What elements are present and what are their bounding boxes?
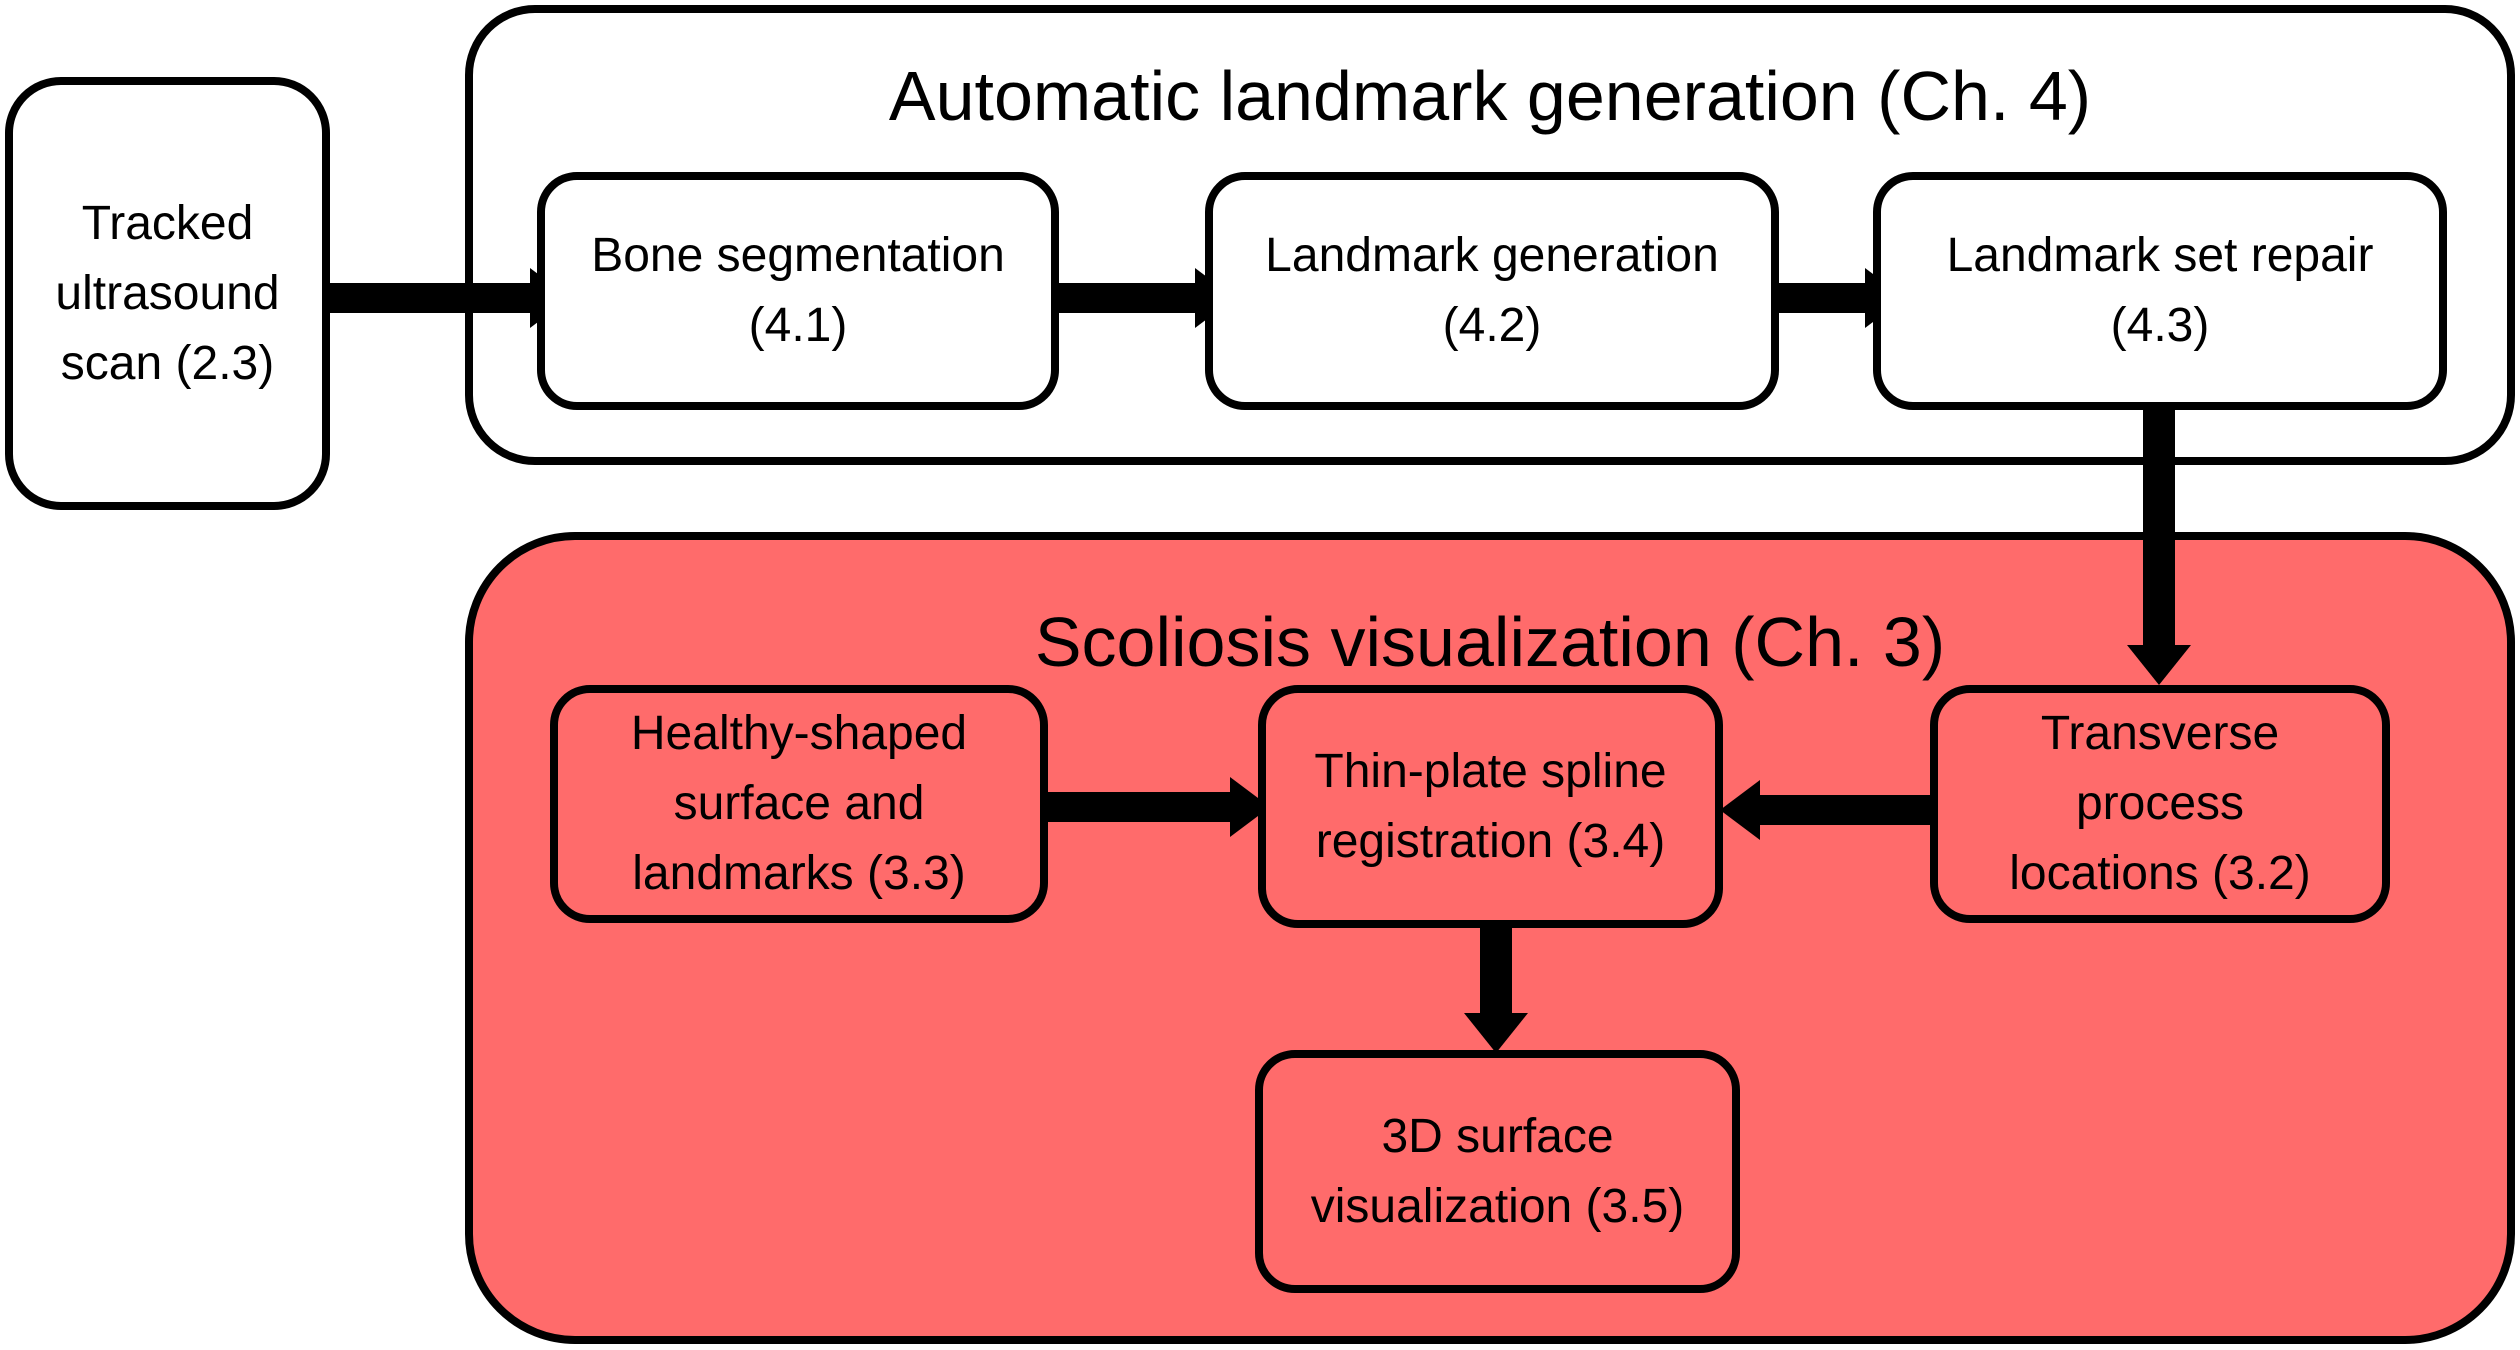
- node-tracked-ultrasound-scan: Tracked ultrasound scan (2.3): [5, 77, 330, 510]
- node-landmark-set-repair: Landmark set repair (4.3): [1873, 172, 2447, 410]
- node-transverse-process-locations: Transverse process locations (3.2): [1930, 685, 2390, 923]
- node-healthy-shaped-surface: Healthy-shaped surface and landmarks (3.…: [550, 685, 1048, 923]
- node-thin-plate-spline-registration: Thin-plate spline registration (3.4): [1258, 685, 1723, 928]
- group-landmark-generation-title: Automatic landmark generation (Ch. 4): [888, 57, 2092, 135]
- node-landmark-generation: Landmark generation (4.2): [1205, 172, 1779, 410]
- node-bone-segmentation: Bone segmentation (4.1): [537, 172, 1059, 410]
- arrow-scan-to-segmentation: [325, 268, 570, 328]
- arrow-repair-to-transverse: [2127, 400, 2191, 685]
- arrow-healthy-to-registration: [1045, 777, 1270, 837]
- group-scoliosis-visualization-title: Scoliosis visualization (Ch. 3): [1034, 603, 1946, 681]
- node-3d-surface-visualization: 3D surface visualization (3.5): [1255, 1050, 1740, 1293]
- arrow-registration-to-surface: [1464, 925, 1528, 1053]
- arrow-transverse-to-registration: [1720, 780, 1940, 840]
